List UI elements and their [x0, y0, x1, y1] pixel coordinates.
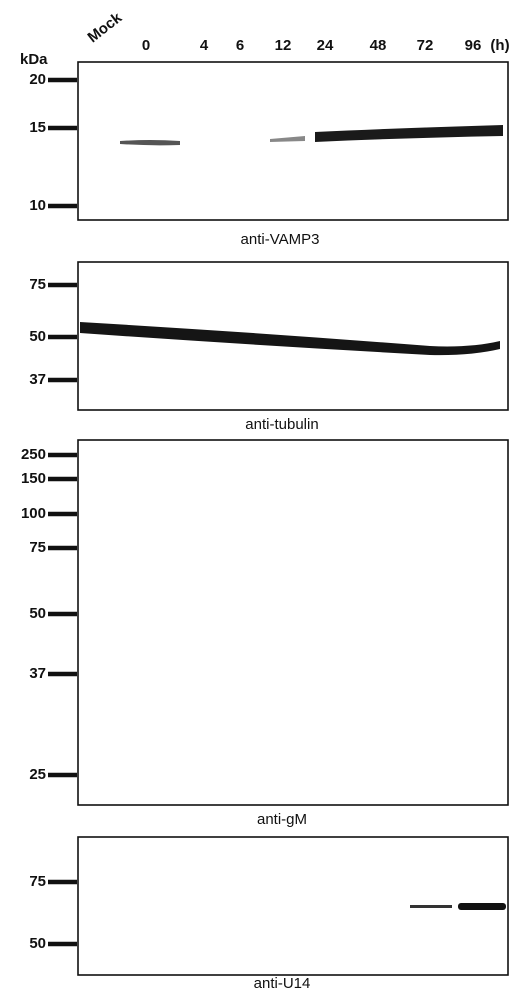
band [315, 125, 503, 142]
marker-label: 100 [21, 505, 46, 522]
marker-label: 10 [29, 197, 46, 214]
blot-panel [77, 61, 509, 221]
marker-label: 75 [29, 276, 46, 293]
band [458, 903, 506, 910]
lane-label: 0 [142, 37, 150, 54]
marker-label: 75 [29, 873, 46, 890]
panel-caption: anti-tubulin [245, 416, 318, 433]
lane-label: 24 [317, 37, 334, 54]
panel-caption: anti-U14 [254, 975, 311, 991]
panel-caption: anti-gM [257, 811, 307, 828]
lane-label: 6 [236, 37, 244, 54]
marker-label: 150 [21, 470, 46, 487]
band [80, 322, 500, 356]
marker-label: 37 [29, 371, 46, 388]
band [270, 136, 305, 142]
time-unit: (h) [490, 37, 509, 54]
lane-label: 72 [417, 37, 434, 54]
marker-label: 50 [29, 328, 46, 345]
blot-panel [77, 836, 509, 976]
lane-label: Mock [84, 9, 125, 46]
lane-label: 48 [370, 37, 387, 54]
marker-unit: kDa [20, 51, 48, 68]
lane-label: 12 [275, 37, 292, 54]
marker-label: 75 [29, 539, 46, 556]
band [410, 905, 452, 908]
band [120, 140, 180, 146]
panel-caption: anti-VAMP3 [241, 231, 320, 248]
marker-label: 37 [29, 665, 46, 682]
blot-panel [77, 439, 509, 806]
marker-label: 15 [29, 119, 46, 136]
marker-label: 50 [29, 935, 46, 952]
lane-label: 4 [200, 37, 209, 54]
blot-panel [77, 261, 509, 411]
marker-label: 50 [29, 605, 46, 622]
lane-label: 96 [465, 37, 482, 54]
marker-label: 250 [21, 446, 46, 463]
marker-label: 25 [29, 766, 46, 783]
marker-label: 20 [29, 71, 46, 88]
